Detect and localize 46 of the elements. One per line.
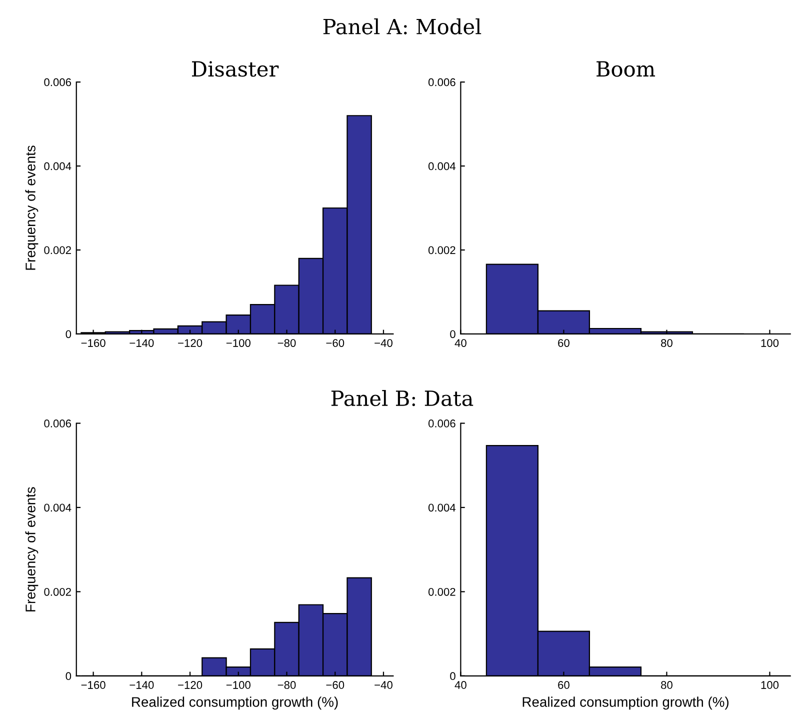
y-tick-label: 0.002 xyxy=(428,588,456,596)
x-tick-label: 40 xyxy=(454,681,466,689)
x-tick-label: 40 xyxy=(454,339,466,347)
y-axis-title: Frequency of events xyxy=(25,487,38,612)
y-tick-label: 0.002 xyxy=(428,246,456,254)
x-tick-label: −120 xyxy=(178,339,202,347)
x-tick-label: −160 xyxy=(81,339,106,347)
y-tick-label: 0.002 xyxy=(44,246,71,254)
x-tick-label: −40 xyxy=(374,681,392,689)
x-tick-label: 100 xyxy=(761,339,779,347)
x-tick-label: −80 xyxy=(278,681,296,689)
x-tick-label: −40 xyxy=(374,339,392,347)
x-tick-label: −140 xyxy=(130,339,154,347)
y-tick-label: 0.004 xyxy=(44,504,72,512)
y-tick-label: 0 xyxy=(66,672,72,680)
x-tick-label: 80 xyxy=(661,681,672,689)
x-tick-label: −100 xyxy=(226,681,250,689)
text: Panel A: Model xyxy=(323,18,482,34)
x-tick-label: 80 xyxy=(661,339,672,347)
x-axis-title: Realized consumption growth (%) xyxy=(132,696,338,710)
y-tick-label: 0.006 xyxy=(428,420,456,428)
y-tick-label: 0 xyxy=(66,330,72,338)
y-tick-label: 0 xyxy=(450,672,456,680)
x-tick-label: −60 xyxy=(326,681,344,689)
y-axis-title: Frequency of events xyxy=(25,146,38,270)
x-tick-label: −80 xyxy=(278,339,296,347)
x-tick-label: −120 xyxy=(178,681,202,689)
y-tick-label: 0.002 xyxy=(44,588,71,596)
x-tick-label: −140 xyxy=(130,681,154,689)
x-tick-label: 60 xyxy=(558,681,570,689)
x-tick-label: −100 xyxy=(226,339,250,347)
x-tick-label: −160 xyxy=(81,681,106,689)
y-tick-label: 0.004 xyxy=(44,162,72,170)
y-tick-label: 0.006 xyxy=(44,420,72,428)
y-tick-label: 0.006 xyxy=(428,78,456,86)
chart-title: Disaster xyxy=(192,61,279,77)
y-tick-label: 0.006 xyxy=(44,78,72,86)
y-tick-label: 0.004 xyxy=(428,504,456,512)
x-axis-title: Realized consumption growth (%) xyxy=(522,696,728,710)
y-tick-label: 0 xyxy=(450,330,456,338)
text: Panel B: Data xyxy=(331,390,474,406)
x-tick-label: 60 xyxy=(558,339,570,347)
y-tick-label: 0.004 xyxy=(428,162,456,170)
chart-title: Boom xyxy=(596,61,656,77)
x-tick-label: 100 xyxy=(761,681,779,689)
x-tick-label: −60 xyxy=(326,339,344,347)
